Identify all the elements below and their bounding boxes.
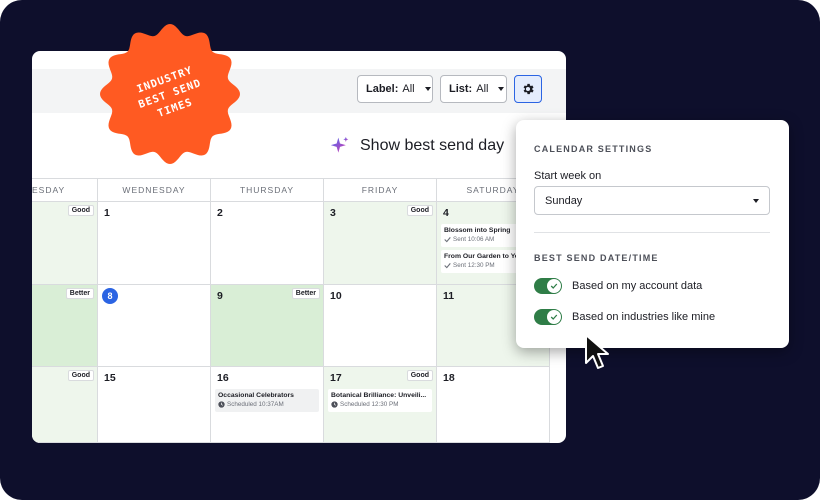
check-icon [444,237,451,243]
event-status-text: Sent 10:06 AM [453,236,495,243]
calendar-day-cell[interactable]: 3 Good [324,202,437,285]
calendar-settings-heading: CALENDAR SETTINGS [534,144,653,154]
event-status-text: Scheduled 12:30 PM [340,401,399,408]
check-icon [550,283,558,289]
calendar-day-cell[interactable]: 10 [324,285,437,367]
calendar-day-cell[interactable]: 15 [98,367,211,443]
start-week-value: Sunday [545,194,583,207]
label-filter-value: All [402,83,415,95]
today-day-number: 8 [102,288,118,304]
campaign-event[interactable]: Occasional Celebrators Scheduled 10:37AM [215,389,319,412]
calendar-day-cell[interactable]: 2 [211,202,324,285]
day-number: 3 [330,207,336,219]
day-number: 15 [104,372,116,384]
calendar-card: Label: All List: All Show best send [32,51,566,443]
list-filter-key: List: [449,83,473,95]
check-icon [550,314,558,320]
calendar-day-cell[interactable]: 16 Occasional Celebrators Scheduled 10:3… [211,367,324,443]
day-number: 4 [443,207,449,219]
check-icon [444,263,451,269]
best-send-tag: Good [67,370,94,381]
best-send-tag: Better [291,288,320,299]
calendar-day-cell[interactable]: 1 [98,202,211,285]
day-header-thursday: THURSDAY [211,178,324,202]
gear-icon [523,83,534,95]
best-send-tag: Good [406,370,433,381]
calendar-day-cell[interactable]: Better [32,285,98,367]
chevron-down-icon [424,87,431,91]
start-week-select[interactable]: Sunday [534,186,770,215]
event-status-text: Sent 12:30 PM [453,262,495,269]
day-number: 2 [217,207,223,219]
account-data-toggle-label: Based on my account data [572,280,703,292]
chevron-down-icon [753,198,759,203]
event-status: Sent 12:30 PM [444,262,542,269]
account-data-toggle[interactable] [534,278,562,294]
calendar-settings-button[interactable] [514,75,542,103]
best-send-tag: Good [67,205,94,216]
clock-icon [218,401,225,408]
start-week-label: Start week on [534,170,602,182]
day-number: 17 [330,372,342,384]
calendar-day-cell[interactable]: 8 [98,285,211,367]
label-filter-dropdown[interactable]: Label: All [357,75,433,103]
calendar-day-cell[interactable]: 18 [437,367,550,443]
cursor-icon [585,334,609,369]
clock-icon [331,401,338,408]
event-title: Occasional Celebrators [218,392,294,399]
day-number: 18 [443,372,455,384]
account-data-toggle-row: Based on my account data [534,278,702,294]
industries-toggle-label: Based on industries like mine [572,311,716,323]
calendar-settings-popover: CALENDAR SETTINGS Start week on Sunday B… [516,120,789,348]
day-number: 10 [330,290,342,302]
day-number: 11 [443,290,455,302]
calendar-day-cell[interactable]: 9 Better [211,285,324,367]
day-header-wednesday: WEDNESDAY [98,178,211,202]
event-status: Scheduled 12:30 PM [331,401,429,408]
calendar-grid: ESDAY WEDNESDAY THURSDAY FRIDAY SATURDAY… [32,178,566,443]
calendar-day-cell[interactable]: 17 Good Botanical Brilliance: Unveili...… [324,367,437,443]
event-status-text: Scheduled 10:37AM [227,401,284,408]
best-send-tag: Better [65,288,94,299]
best-send-tag: Good [406,205,433,216]
calendar-day-cell[interactable]: Good [32,367,98,443]
event-status: Scheduled 10:37AM [218,401,316,408]
day-number: 1 [104,207,110,219]
show-best-send-day-toggle[interactable]: Show best send day [330,134,504,158]
list-filter-dropdown[interactable]: List: All [440,75,507,103]
day-number: 9 [217,290,223,302]
label-filter-key: Label: [366,83,399,95]
event-status: Sent 10:06 AM [444,236,542,243]
day-number: 16 [217,372,229,384]
industries-toggle-row: Based on industries like mine [534,309,715,325]
show-best-send-day-label: Show best send day [360,137,505,154]
campaign-event[interactable]: Botanical Brilliance: Unveili... Schedul… [328,389,432,412]
calendar-day-cell[interactable]: Good [32,202,98,285]
divider [534,232,770,233]
best-send-heading: BEST SEND DATE/TIME [534,253,659,263]
event-title: Botanical Brilliance: Unveili... [331,392,427,399]
day-header-tuesday: ESDAY [32,178,98,202]
event-title: Blossom into Spring [444,227,511,234]
sparkle-icon [330,136,349,153]
event-title: From Our Garden to Yo [444,253,519,260]
chevron-down-icon [498,87,505,91]
list-filter-value: All [476,83,489,95]
industry-badge [100,24,240,164]
day-header-friday: FRIDAY [324,178,437,202]
industries-toggle[interactable] [534,309,562,325]
